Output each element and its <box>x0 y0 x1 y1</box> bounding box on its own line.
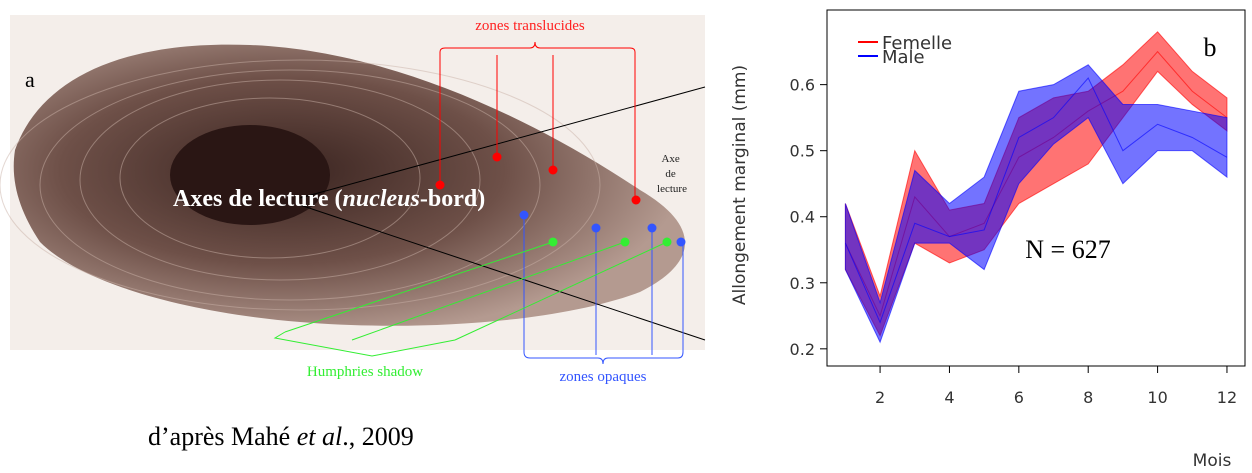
x-tick-label: 6 <box>1014 388 1024 407</box>
plot-frame <box>826 9 1246 367</box>
axis-lines <box>299 86 706 341</box>
x-tick-label: 10 <box>1147 388 1167 407</box>
axe-line: Axe <box>661 153 679 165</box>
y-tick-label: 0.2 <box>790 340 815 359</box>
x-tick-label: 4 <box>944 388 954 407</box>
y-axis-title: Allongement marginal (mm) <box>730 65 750 305</box>
legend-label: Femelle <box>882 33 952 54</box>
y-tick-label: 0.3 <box>790 274 815 293</box>
translucent-label: zones translucides <box>475 18 585 34</box>
caption-text: ., 2009 <box>342 422 414 451</box>
growth-rings <box>0 59 601 311</box>
translucent-dots <box>435 152 641 205</box>
axe-line: lecture <box>657 183 687 195</box>
axe-small-label: Axe de lecture <box>657 153 687 195</box>
x-tick-label: 12 <box>1217 388 1237 407</box>
panel-label: b <box>1204 33 1217 62</box>
x-tick-label: 2 <box>875 388 885 407</box>
confidence-band <box>844 64 1228 344</box>
axes-label: Axes de lecture (nucleus-bord) <box>173 186 485 212</box>
panel-label: a <box>25 67 35 92</box>
mean-line <box>844 77 1228 324</box>
legend-label: Male <box>882 47 925 68</box>
axes-label-text: Axes de lecture ( <box>173 186 343 212</box>
confidence-band <box>844 31 1228 337</box>
axes-label-text: -bord) <box>420 186 485 212</box>
y-tick-label: 0.4 <box>790 208 815 227</box>
panel-b: b N = 627 Mois Allongement marginal (mm)… <box>730 9 1246 471</box>
shadow-label: Humphries shadow <box>307 364 423 380</box>
y-tick-label: 0.5 <box>790 142 815 161</box>
caption-italic: et al <box>297 422 343 451</box>
opaque-label: zones opaques <box>559 369 646 385</box>
x-tick-label: 8 <box>1083 388 1093 407</box>
nucleus <box>170 125 330 225</box>
panel-a: a zones translucides Axe de lecture Axes… <box>0 15 706 451</box>
x-axis-title: Mois <box>1193 451 1232 471</box>
y-tick-label: 0.6 <box>790 76 815 95</box>
axe-line: de <box>665 168 676 180</box>
otolith <box>13 44 685 326</box>
shadow-dots <box>548 237 672 247</box>
shadow-annotations <box>273 241 668 357</box>
annotation: N = 627 <box>1025 235 1110 264</box>
axes-label-italic: nucleus <box>343 186 420 212</box>
caption-text: d’après Mahé <box>148 422 297 451</box>
opaque-dots <box>519 210 686 247</box>
translucent-annotations <box>439 41 636 200</box>
caption: d’après Mahé et al., 2009 <box>148 422 414 451</box>
